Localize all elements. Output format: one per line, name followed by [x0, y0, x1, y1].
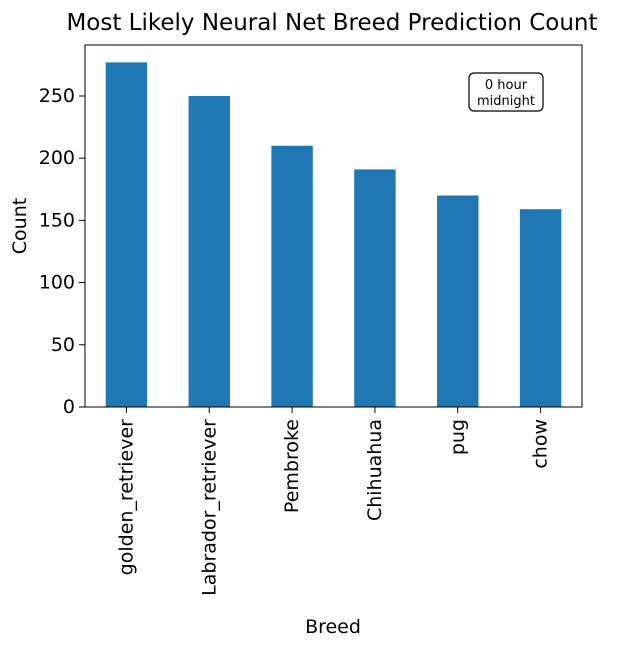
annotation-box: 0 hour midnight — [468, 72, 544, 112]
y-axis-ticks: 0 50 100 150 200 250 — [39, 85, 85, 418]
bars — [105, 62, 562, 408]
x-axis-ticks: golden_retriever Labrador_retriever Pembro… — [115, 407, 552, 596]
plot-area: 0 50 100 150 200 250 golden_retriever Labrador… — [39, 44, 583, 596]
x-tick-label: pug — [447, 419, 469, 455]
bar-pug — [437, 195, 479, 407]
annotation-frame — [468, 72, 544, 112]
x-axis-label: Breed — [305, 616, 361, 638]
y-tick-label: 50 — [51, 334, 75, 356]
x-tick-label: Chihuahua — [364, 419, 386, 521]
y-tick-label: 0 — [63, 396, 75, 418]
bar-chow — [519, 209, 562, 407]
annotation-line-2: midnight — [477, 94, 535, 109]
annotation-line-1: 0 hour — [485, 78, 528, 93]
y-tick-label: 100 — [39, 272, 75, 294]
x-tick-label: Pembroke — [281, 419, 303, 513]
x-tick-label: Labrador_retriever — [198, 419, 220, 596]
bar-Labrador_retriever — [188, 96, 230, 408]
bar-Pembroke — [271, 145, 313, 408]
y-tick-label: 200 — [39, 147, 75, 169]
plot-frame — [84, 44, 583, 408]
bar-golden_retriever — [105, 62, 148, 408]
y-tick-label: 150 — [39, 209, 75, 231]
x-tick-label: golden_retriever — [115, 419, 137, 576]
x-tick-label: chow — [530, 419, 552, 469]
y-tick-label: 250 — [39, 85, 75, 107]
bar-Chihuahua — [354, 169, 396, 407]
chart-title: Most Likely Neural Net Breed Prediction … — [66, 10, 597, 36]
y-axis-label: Count — [9, 198, 31, 254]
